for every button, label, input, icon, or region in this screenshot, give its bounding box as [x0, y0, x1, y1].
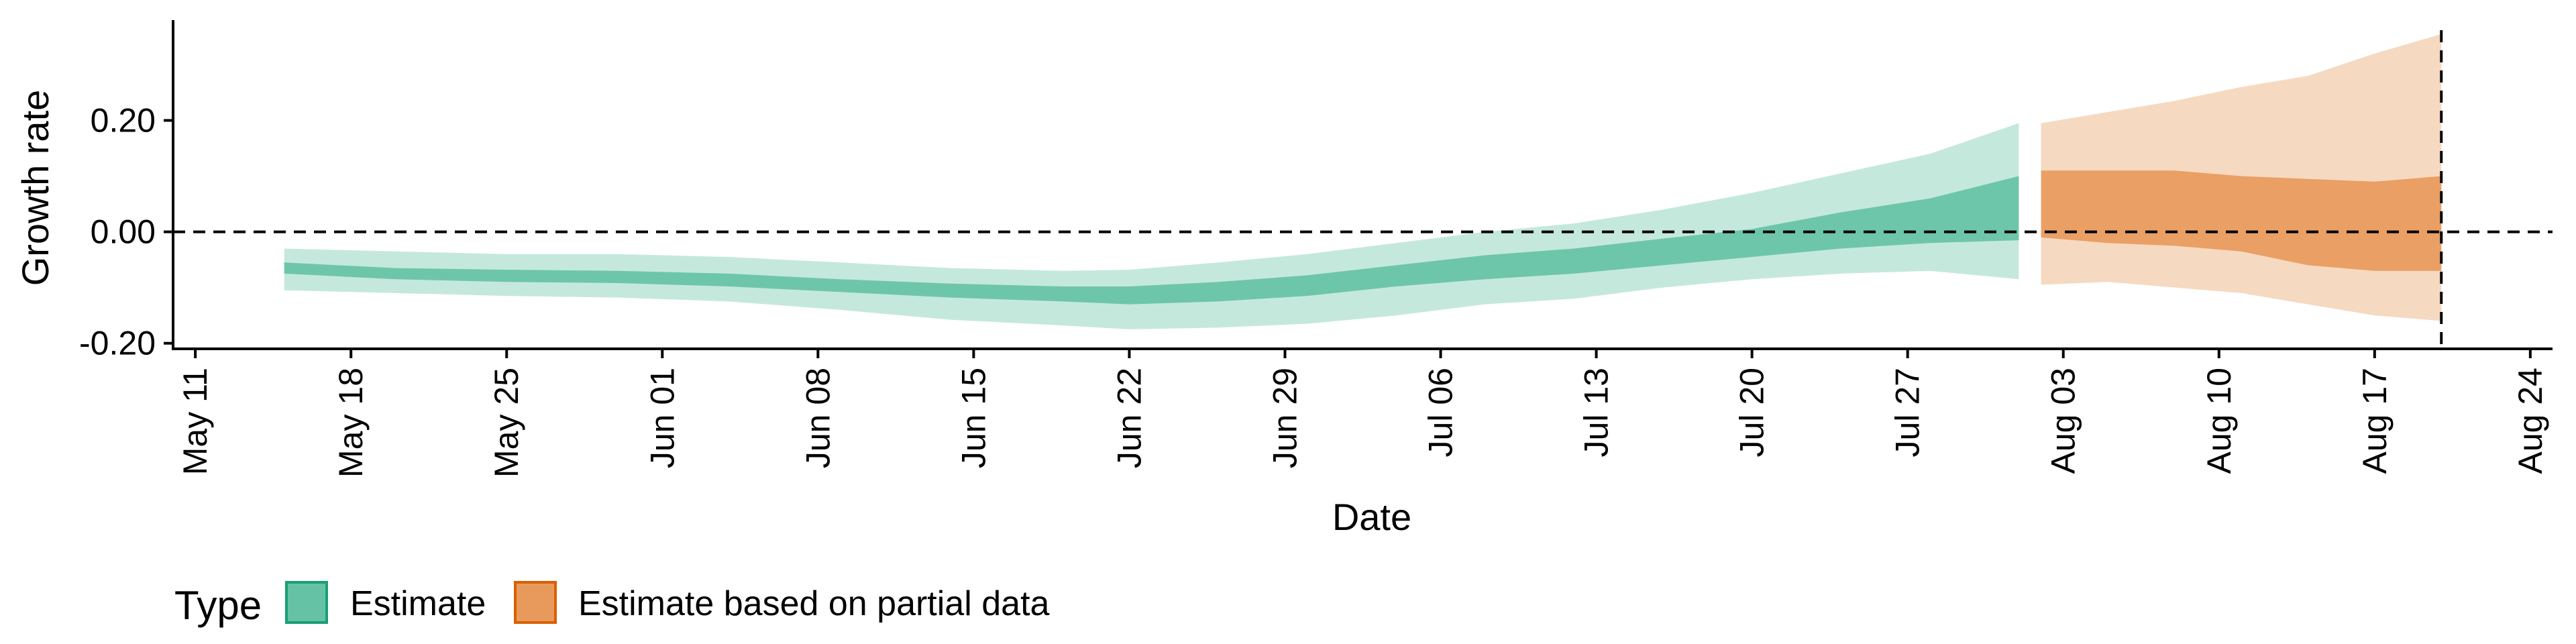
x-tick-label: Aug 17	[2356, 368, 2394, 474]
uncertainty-bands	[284, 34, 2442, 329]
x-tick-label: Jul 06	[1422, 368, 1460, 457]
x-tick-label: Aug 03	[2045, 368, 2082, 474]
x-tick-label: Jun 01	[643, 368, 681, 468]
y-tick-label: 0.00	[91, 213, 156, 251]
x-tick-label: Aug 24	[2512, 368, 2549, 474]
inner-band-partial	[2041, 170, 2442, 271]
legend-label-partial: Estimate based on partial data	[578, 584, 1050, 623]
x-tick-label: Jul 27	[1889, 368, 1927, 457]
x-tick-label: Jul 20	[1733, 368, 1771, 457]
legend-swatch-estimate	[285, 581, 328, 624]
legend-label-estimate: Estimate	[350, 584, 486, 623]
x-axis-title: Date	[1332, 496, 1411, 538]
axes	[172, 20, 2553, 350]
x-tick-label: May 11	[176, 368, 214, 475]
inner-band-estimate	[284, 176, 2019, 305]
legend-title: Type	[174, 583, 262, 628]
x-tick-label: Jun 08	[799, 368, 837, 468]
x-tick-label: Jun 22	[1110, 368, 1148, 468]
x-tick-label: May 25	[488, 368, 525, 478]
x-tick-label: May 18	[332, 368, 370, 478]
legend: Type Estimate Estimate based on partial …	[174, 581, 1050, 628]
y-axis-ticks: -0.20 0.00 0.20	[79, 101, 173, 362]
x-tick-label: Aug 10	[2200, 368, 2238, 474]
x-tick-label: Jun 15	[955, 368, 992, 468]
y-tick-label: -0.20	[79, 325, 156, 362]
legend-swatch-partial	[514, 581, 557, 624]
x-tick-label: Jul 13	[1578, 368, 1615, 457]
x-axis-ticks: May 11 May 18 May 25 Jun 01 Jun 08 Jun 15 Jun …	[176, 349, 2549, 478]
y-axis-title: Growth rate	[14, 90, 56, 286]
x-tick-label: Jun 29	[1267, 368, 1304, 468]
y-tick-label: 0.20	[91, 101, 156, 139]
reference-lines	[173, 30, 2553, 349]
